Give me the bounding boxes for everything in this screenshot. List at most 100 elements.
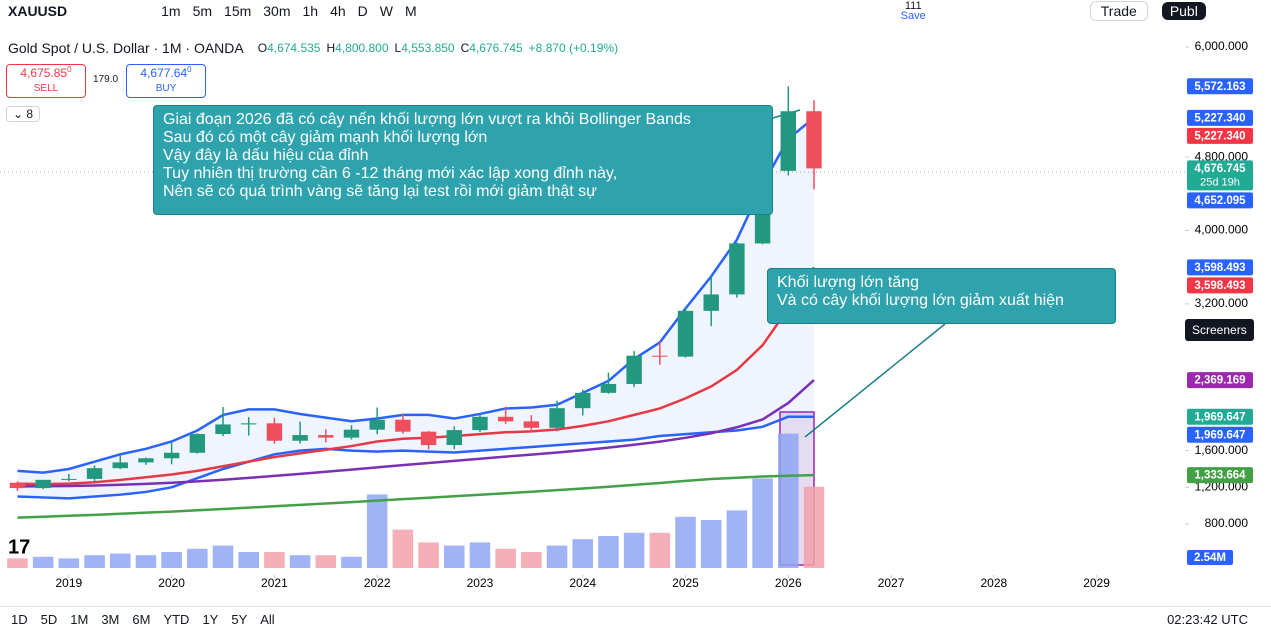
sell-button[interactable]: 4,675.850 SELL [6, 64, 86, 98]
interval[interactable]: 5m [192, 3, 213, 19]
interval[interactable]: 4h [330, 3, 346, 19]
buy-price: 4,677.64 [140, 66, 188, 80]
interval[interactable]: 1h [302, 3, 319, 19]
candle-body [806, 111, 822, 169]
x-tick-label: 2019 [56, 576, 83, 590]
buy-sup: 0 [187, 65, 192, 74]
buy-button[interactable]: 4,677.640 BUY [126, 64, 206, 98]
volume-bar [803, 486, 825, 568]
save-count: 111 [904, 0, 922, 12]
indicator-line [17, 379, 815, 488]
toolbar: XAUUSD 1m 5m 15m 30m 1h 4h D W M 111 Save Trade P… [0, 0, 1271, 22]
candle-body [446, 430, 462, 446]
price-label [1187, 192, 1253, 209]
callout-line: Nên sẽ có quá trình vàng sẽ tăng lại tes… [163, 183, 597, 200]
volume-label-text: 2.54M [1194, 552, 1226, 564]
ohlc-value: 4,800.800 [335, 41, 389, 55]
screeners-button[interactable]: Screeners [1185, 319, 1254, 341]
callout-line: Giai đoạn 2026 đã có cây nến khối lượng … [163, 111, 691, 128]
clock: 02:23:42 UTC [1167, 611, 1248, 627]
candle-body [703, 294, 719, 311]
x-tick-label: 2024 [569, 576, 596, 590]
range[interactable]: All [260, 611, 275, 627]
price-label-text: 4,652.095 [1194, 195, 1246, 207]
indicator-line [17, 415, 814, 500]
interval[interactable]: W [379, 3, 393, 19]
volume-bar [264, 552, 285, 568]
range[interactable]: YTD [163, 611, 190, 627]
save[interactable]: 111 Save [900, 0, 926, 22]
candle-body [266, 423, 283, 441]
save-label: Save [900, 10, 926, 22]
x-tick-label: 2020 [158, 576, 185, 590]
x-tick-label: 2023 [467, 576, 494, 590]
volume-bar [598, 536, 619, 568]
price-label [1187, 467, 1253, 484]
ohlc: O4,674.535 H4,800.800 L4,553.850 C4,676.745… [258, 41, 618, 55]
y-tick-label: 3,200.000 [1195, 296, 1249, 310]
publish-button[interactable]: Publ [1161, 2, 1206, 20]
x-tick-label: 2029 [1083, 576, 1110, 590]
legend: Gold Spot / U.S. Dollar · 1M · OANDA O4,… [8, 40, 618, 56]
candle-body [241, 423, 257, 425]
price-label-text: 5,572.163 [1194, 81, 1245, 93]
range[interactable]: 3M [101, 611, 120, 627]
range[interactable]: 1M [70, 611, 89, 627]
candle-body [600, 383, 617, 393]
interval[interactable]: 1m [161, 3, 181, 19]
ranges: 1D 5D 1M 3M 6M YTD 1Y 5Y All [11, 612, 275, 627]
range[interactable]: 6M [132, 611, 151, 627]
volume-bar [238, 552, 259, 568]
buy-label: BUY [155, 83, 177, 94]
x-tick-label: 2026 [775, 576, 802, 590]
symbol[interactable]: XAUUSD [8, 3, 68, 19]
candle-body [343, 429, 360, 438]
price-label [1187, 408, 1253, 425]
ohlc-value: 4,676.745 [469, 41, 523, 55]
volume-bar [392, 529, 414, 568]
volume-bar [752, 478, 773, 568]
range[interactable]: 5Y [231, 611, 248, 627]
range[interactable]: 1Y [202, 611, 219, 627]
volume-bar [315, 555, 337, 568]
interval[interactable]: M [405, 3, 417, 19]
range[interactable]: 5D [40, 611, 58, 627]
volume-bar [495, 548, 516, 568]
candle-body [189, 434, 206, 453]
price-label [1187, 259, 1253, 276]
range[interactable]: 1D [11, 611, 28, 627]
sell-label: SELL [33, 83, 59, 94]
interval[interactable]: 30m [263, 3, 291, 19]
volume-bar [212, 545, 234, 568]
candle-body [138, 458, 154, 463]
volume-bar [84, 555, 105, 568]
callout-line: Tuy nhiên thị trường cần 6 -12 tháng mới… [163, 165, 618, 182]
interval[interactable]: 15m [224, 3, 252, 19]
volume-label [1187, 550, 1233, 565]
callout: Giai đoạn 2026 đã có cây nến khối lượng … [153, 105, 773, 215]
price-label [1187, 160, 1253, 191]
interval[interactable]: D [357, 3, 368, 19]
trade-button[interactable]: Trade [1089, 1, 1148, 21]
callout-pointer [804, 323, 946, 438]
volume-bar [289, 555, 311, 568]
callout: Khối lượng lớn tăng Và có cây khối lượng … [767, 268, 1116, 324]
ohlc-value: 4,553.850 [401, 41, 455, 55]
candle-body [575, 392, 591, 409]
candle-body [652, 355, 668, 357]
volume-bar [7, 558, 28, 568]
x-tick-label: 2022 [364, 576, 391, 590]
candle-body [497, 416, 514, 422]
svg-text:17: 17 [8, 536, 30, 558]
change: +8.870 (+0.19%) [528, 41, 619, 55]
price-label [1187, 78, 1253, 95]
x-tick-label: 2027 [878, 576, 905, 590]
volume-bar [161, 552, 182, 568]
ohlc-key: O [257, 41, 268, 55]
indicator-toggle[interactable]: ⌄ 8 [6, 106, 41, 122]
price-label [1187, 277, 1253, 294]
price-label-sub: 25d 19h [1200, 176, 1240, 188]
sell-sup: 0 [67, 65, 72, 74]
callout-line: Và có cây khối lượng lớn giảm xuất hiện [777, 292, 1064, 309]
